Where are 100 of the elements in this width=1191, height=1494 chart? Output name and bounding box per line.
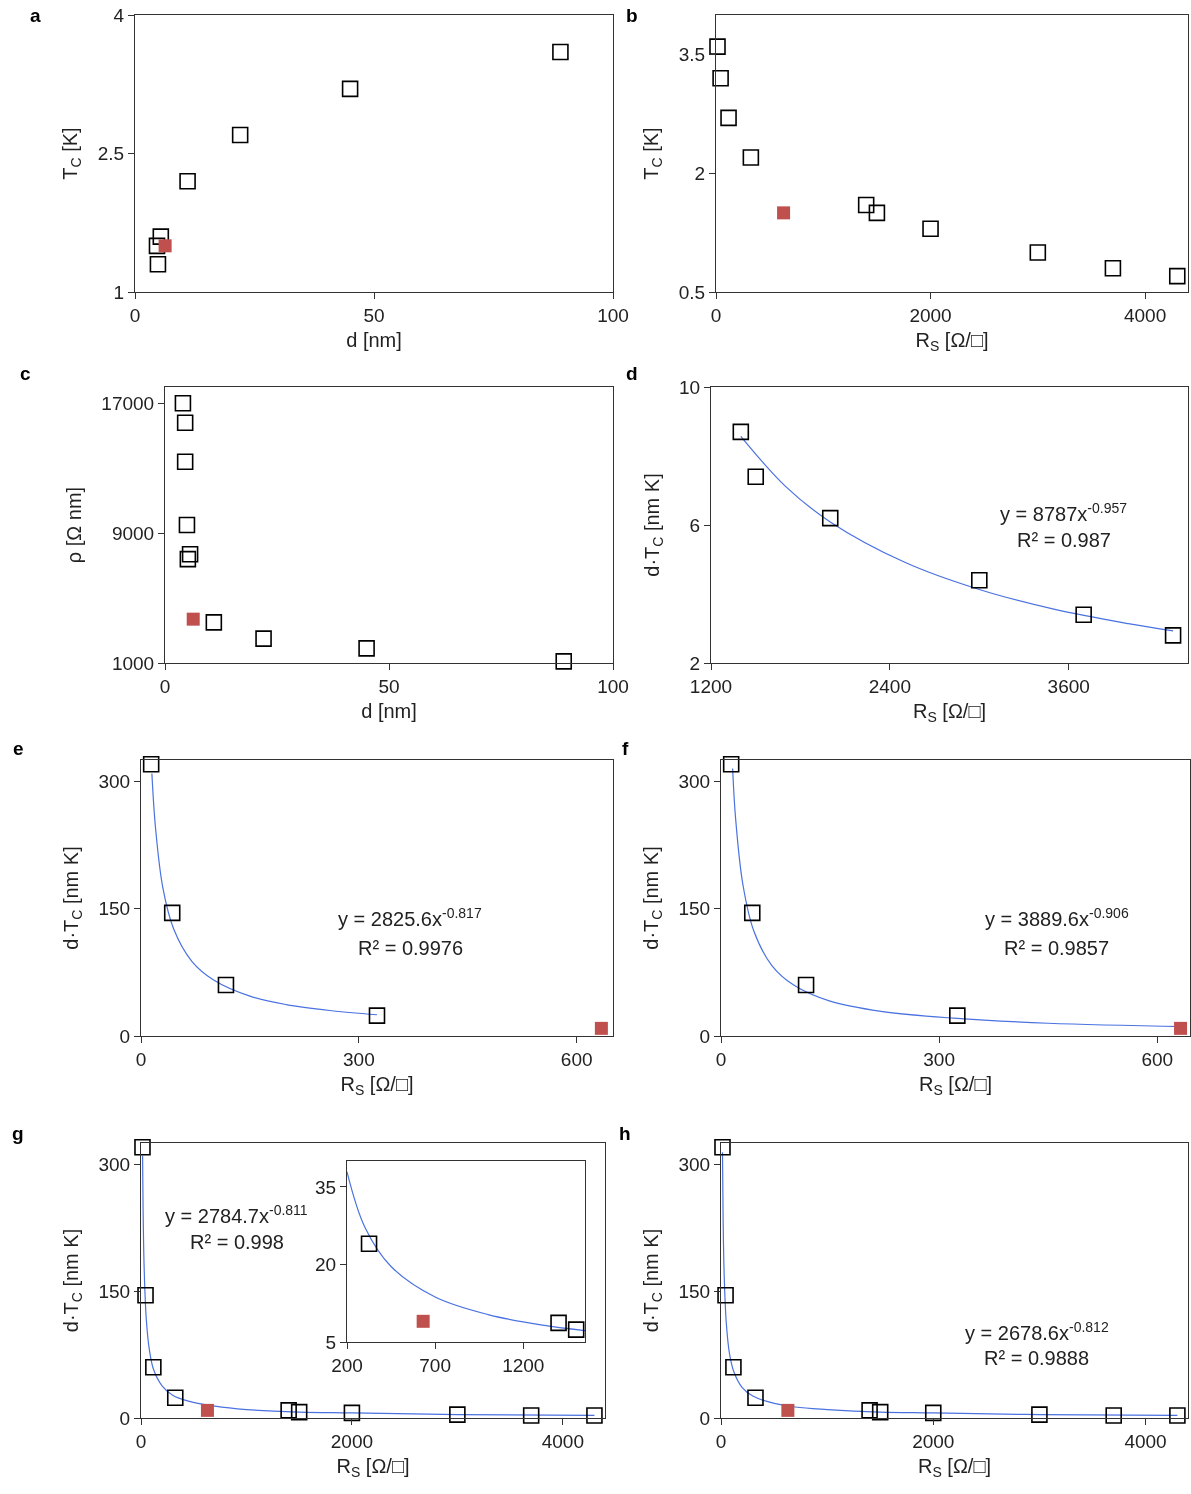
chart-title: b xyxy=(626,5,638,26)
y-tick-label: 9000 xyxy=(111,522,155,544)
x-axis-title: R$_{S}$ [Ω/□] xyxy=(912,700,987,726)
y-tick-label: 300 xyxy=(98,1153,131,1175)
point xyxy=(181,545,199,563)
y-axis-title: ρ [Ω nm] xyxy=(62,486,85,564)
chart-title: g xyxy=(12,1123,24,1144)
point xyxy=(555,653,573,670)
point xyxy=(163,904,181,922)
point xyxy=(149,256,167,273)
x-axis-title: R$_{S}$ [Ω/□] xyxy=(915,329,989,355)
annotation: R² = 0.9888 xyxy=(984,1347,1090,1369)
point xyxy=(971,571,988,589)
point xyxy=(341,80,359,98)
point xyxy=(567,1321,585,1338)
y-tick-label: 1000 xyxy=(111,652,155,674)
y-tick-label: 0 xyxy=(119,1407,131,1429)
point xyxy=(290,1403,308,1421)
point xyxy=(186,612,200,626)
point xyxy=(148,237,166,255)
y-tick-label: 0 xyxy=(699,1407,711,1429)
x-tick-label: 600 xyxy=(1141,1048,1174,1070)
point xyxy=(781,1403,795,1417)
point xyxy=(142,755,160,773)
x-tick-label: 600 xyxy=(560,1048,593,1070)
x-axis-title: R$_{S}$ [Ω/□] xyxy=(340,1073,414,1099)
y-tick-label: 2 xyxy=(689,652,701,674)
point xyxy=(861,1402,878,1419)
point xyxy=(714,1138,731,1156)
x-tick-label: 300 xyxy=(923,1048,955,1070)
point xyxy=(152,228,170,245)
point xyxy=(1031,1406,1048,1423)
point xyxy=(166,1389,184,1406)
annotation: y = 2678.6x$^{-0.812}$ xyxy=(965,1319,1109,1345)
point xyxy=(725,1358,742,1376)
x-tick-label: 300 xyxy=(343,1048,375,1070)
point xyxy=(797,976,815,994)
point xyxy=(358,640,375,657)
chart-title: d xyxy=(626,363,638,384)
point xyxy=(594,1021,608,1035)
x-tick-label: 700 xyxy=(419,1354,451,1376)
x-tick-label: 0 xyxy=(715,1430,727,1452)
y-tick-label: 3.5 xyxy=(678,44,706,66)
annotation: R² = 0.9857 xyxy=(1004,937,1110,959)
point xyxy=(1104,259,1122,277)
point xyxy=(1168,267,1186,285)
point xyxy=(179,172,196,190)
point xyxy=(732,423,750,441)
point xyxy=(217,976,235,994)
x-tick-label: 50 xyxy=(378,675,400,697)
point xyxy=(743,904,761,922)
y-tick-label: 150 xyxy=(98,1280,131,1302)
x-tick-label: 2000 xyxy=(909,304,952,326)
point xyxy=(1169,1407,1186,1424)
point xyxy=(747,468,765,485)
y-tick-label: 2.5 xyxy=(97,143,125,165)
point xyxy=(200,1403,214,1417)
y-tick-label: 0.5 xyxy=(678,281,706,303)
y-tick-label: 6 xyxy=(689,514,701,536)
annotation: y = 2784.7x$^{-0.811}$ xyxy=(165,1202,308,1228)
x-tick-label: 0 xyxy=(159,675,171,697)
point xyxy=(360,1235,378,1253)
annotation: R² = 0.998 xyxy=(190,1231,284,1253)
y-tick-label: 17000 xyxy=(101,392,155,414)
y-tick-label: 0 xyxy=(699,1025,711,1047)
point xyxy=(231,126,249,144)
y-tick-label: 10 xyxy=(679,376,701,398)
point xyxy=(178,516,196,534)
y-tick-label: 300 xyxy=(678,770,711,792)
x-tick-label: 2000 xyxy=(330,1430,374,1452)
x-axis-title: R$_{S}$ [Ω/□] xyxy=(336,1455,410,1481)
point xyxy=(280,1402,297,1419)
point xyxy=(924,1404,942,1422)
x-axis-title: d [nm] xyxy=(361,700,417,723)
point xyxy=(179,550,197,568)
chart-title: f xyxy=(622,738,629,759)
chart-title: c xyxy=(20,363,31,384)
x-axis-title: d [nm] xyxy=(346,329,402,352)
point xyxy=(717,1287,734,1304)
x-axis-title: R$_{S}$ [Ω/□] xyxy=(917,1455,992,1481)
x-tick-label: 4000 xyxy=(1123,304,1167,326)
x-tick-label: 2400 xyxy=(868,675,912,697)
annotation: R² = 0.987 xyxy=(1017,529,1111,551)
point xyxy=(857,196,875,214)
point xyxy=(174,394,192,412)
x-tick-label: 0 xyxy=(715,1048,727,1070)
point xyxy=(552,43,569,61)
x-tick-label: 1200 xyxy=(502,1354,545,1376)
annotation: y = 2825.6x$^{-0.817}$ xyxy=(338,905,482,931)
point xyxy=(1164,627,1182,644)
point xyxy=(868,204,886,222)
point xyxy=(871,1403,889,1421)
x-tick-label: 100 xyxy=(597,304,629,326)
point xyxy=(922,220,939,237)
point xyxy=(158,239,172,253)
point xyxy=(205,614,223,631)
point xyxy=(712,70,729,87)
point xyxy=(747,1389,764,1406)
x-tick-label: 100 xyxy=(597,675,629,697)
chart-title: e xyxy=(13,738,24,759)
